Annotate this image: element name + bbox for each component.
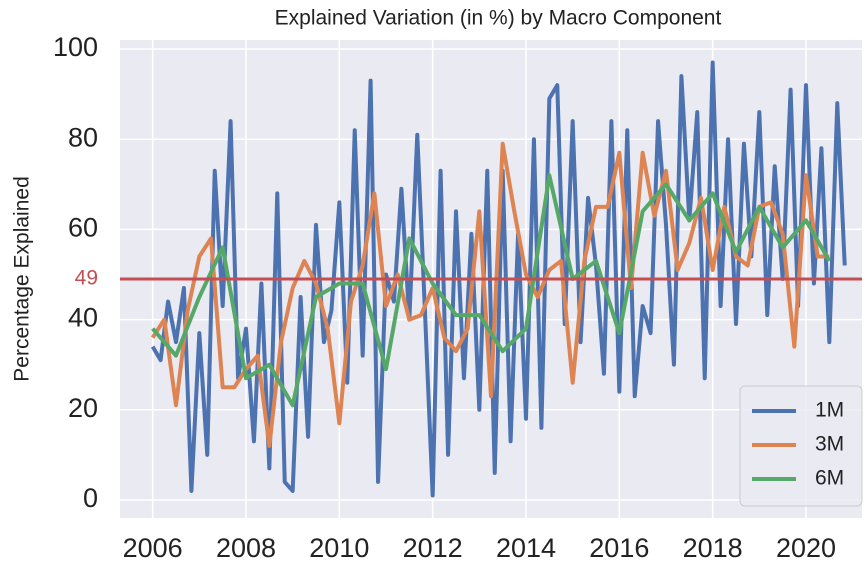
y-tick-label: 20	[68, 393, 98, 423]
x-tick-label: 2014	[496, 533, 556, 563]
legend-label: 1M	[815, 399, 844, 422]
y-axis-label: Percentage Explained	[11, 176, 34, 381]
legend-label: 3M	[815, 433, 844, 456]
y-tick-label: 80	[68, 122, 98, 152]
x-tick-label: 2010	[309, 533, 369, 563]
y-tick-label: 100	[53, 32, 98, 62]
x-tick-label: 2018	[683, 533, 743, 563]
x-tick-label: 2006	[123, 533, 183, 563]
y-tick-label: 40	[68, 303, 98, 333]
series-line	[150, 141, 830, 448]
legend-box	[739, 385, 863, 507]
legend-label: 6M	[815, 467, 844, 490]
x-tick-label: 2012	[403, 533, 463, 563]
x-tick-label: 2020	[776, 533, 836, 563]
y-tick-label: 0	[83, 483, 98, 513]
x-tick-label: 2008	[216, 533, 276, 563]
reference-label: 49	[75, 267, 98, 290]
x-tick-label: 2016	[589, 533, 649, 563]
chart-title: Explained Variation (in %) by Macro Comp…	[275, 7, 722, 30]
y-tick-label: 60	[68, 213, 98, 243]
series-line	[151, 173, 832, 408]
